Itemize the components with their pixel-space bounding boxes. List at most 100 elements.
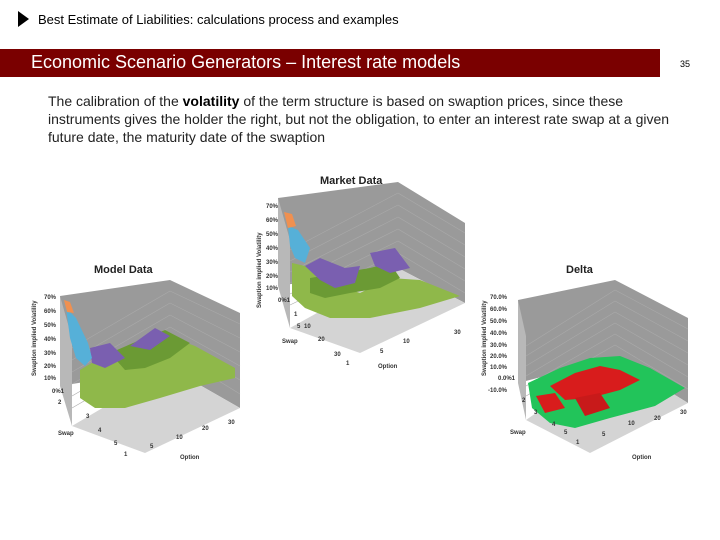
swap-tick: 1 (576, 440, 580, 446)
z-tick: 0.0%1 (498, 376, 516, 382)
z-tick: -10.0% (488, 388, 508, 394)
option-tick: 30 (454, 330, 461, 336)
option-axis-label: Option (378, 364, 398, 370)
z-tick: 0%1 (52, 389, 65, 395)
model-data-chart: Model Data 70% 60% 50% 40% 30% 20% 10% 0… (30, 258, 245, 463)
option-axis-ticks: 1 5 10 30 (346, 330, 461, 367)
surface-purple-2 (90, 343, 125, 368)
chart-title: Delta (566, 264, 594, 276)
z-axis-ticks: 70% 60% 50% 40% 30% 20% 10% 0%1 (44, 295, 65, 395)
option-axis-ticks: 5 10 20 30 (602, 410, 687, 438)
swap-tick: 4 (98, 428, 102, 434)
chart-title: Model Data (94, 264, 154, 276)
swap-axis-label: Swap (58, 431, 74, 437)
option-tick: 5 (150, 444, 154, 450)
z-tick: 20% (266, 274, 279, 280)
option-tick: 30 (680, 410, 687, 416)
body-text-part1: The calibration of the (48, 93, 183, 109)
swap-tick: 5 (114, 441, 118, 447)
swap-axis-ticks: 1 5 10 20 30 (294, 312, 341, 358)
body-text-bold: volatility (182, 93, 240, 109)
page-number: 35 (680, 59, 691, 69)
z-tick: 20.0% (490, 354, 508, 360)
swap-tick: 5 (297, 324, 301, 330)
swap-tick: 3 (534, 410, 538, 416)
top-bar: Best Estimate of Liabilities: calculatio… (0, 0, 720, 40)
z-tick: 70% (44, 295, 57, 301)
surface-purple-2 (370, 248, 410, 273)
surface-blue (66, 308, 92, 366)
z-tick: 0%1 (278, 298, 291, 304)
surface-orange (64, 300, 74, 313)
z-tick: 40% (266, 246, 279, 252)
market-data-chart: Market Data 70% 60% 50% 40% 30% 20% (250, 168, 470, 373)
delta-chart: Delta 70.0% 60.0% 50.0% 40.0% 30.0% 20.0… (480, 258, 695, 463)
option-tick: 20 (654, 416, 661, 422)
z-axis-label: Swaption implied Volatility (32, 300, 38, 376)
z-tick: 70.0% (490, 295, 508, 301)
swap-tick: 1 (124, 452, 128, 458)
z-axis-ticks: 70.0% 60.0% 50.0% 40.0% 30.0% 20.0% 10.0… (488, 295, 516, 394)
z-tick: 30% (266, 260, 279, 266)
z-tick: 20% (44, 364, 57, 370)
z-axis-ticks: 70% 60% 50% 40% 30% 20% 10% 0%1 (266, 204, 291, 304)
z-tick: 70% (266, 204, 279, 210)
option-tick: 20 (202, 426, 209, 432)
swap-tick: 3 (86, 414, 90, 420)
swap-axis-label: Swap (510, 430, 526, 436)
play-icon (18, 11, 29, 27)
surface-blue (288, 226, 310, 263)
z-tick: 30% (44, 351, 57, 357)
slide-title: Economic Scenario Generators – Interest … (31, 52, 461, 72)
surface-red-3 (536, 393, 565, 413)
surface-orange (284, 212, 296, 228)
chart-title: Market Data (320, 175, 383, 187)
surface-purple (130, 328, 170, 350)
side-wall (278, 198, 290, 328)
header-title: Best Estimate of Liabilities: calculatio… (38, 12, 399, 27)
surface-red-2 (575, 393, 610, 416)
side-wall (518, 300, 526, 420)
option-tick: 30 (228, 420, 235, 426)
floor (72, 368, 240, 453)
option-tick: 5 (380, 349, 384, 355)
surface-purple (305, 258, 360, 288)
z-tick: 40% (44, 337, 57, 343)
z-tick: 50% (44, 323, 57, 329)
z-tick: 60.0% (490, 307, 508, 313)
surface-red (550, 366, 640, 400)
z-tick: 30.0% (490, 343, 508, 349)
surface-green (292, 263, 460, 318)
swap-tick: 2 (58, 400, 62, 406)
option-axis-label: Option (632, 455, 652, 461)
swap-tick: 20 (318, 337, 325, 343)
grid-lines (525, 289, 689, 397)
swap-tick: 2 (522, 398, 526, 404)
z-axis-label: Swaption implied Volatility (482, 300, 488, 376)
body-text-part2: of the term structure is based on swapti… (48, 93, 670, 145)
option-tick: 5 (602, 432, 606, 438)
swap-tick: 10 (304, 324, 311, 330)
slide-title-band: Economic Scenario Generators – Interest … (0, 49, 660, 77)
z-tick: 50% (266, 232, 279, 238)
option-axis-ticks: 5 10 20 30 (150, 420, 235, 450)
z-tick: 60% (266, 218, 279, 224)
z-tick: 60% (44, 309, 57, 315)
z-tick: 40.0% (490, 331, 508, 337)
swap-axis-label: Swap (282, 339, 298, 345)
z-axis-label: Swaption implied Volatility (257, 232, 263, 308)
option-axis-label: Option (180, 455, 200, 461)
swap-tick: 30 (334, 352, 341, 358)
swap-axis-ticks: 2 3 4 5 1 (58, 400, 128, 458)
swap-tick: 4 (552, 422, 556, 428)
body-paragraph: The calibration of the volatility of the… (48, 92, 670, 146)
option-tick: 10 (176, 435, 183, 441)
swap-tick: 5 (564, 430, 568, 436)
option-tick: 1 (346, 361, 350, 367)
swap-axis-ticks: 2 3 4 5 1 (522, 398, 580, 446)
z-tick: 10% (266, 286, 279, 292)
z-tick: 10% (44, 376, 57, 382)
option-tick: 10 (403, 339, 410, 345)
swap-tick: 1 (294, 312, 298, 318)
option-tick: 10 (628, 421, 635, 427)
